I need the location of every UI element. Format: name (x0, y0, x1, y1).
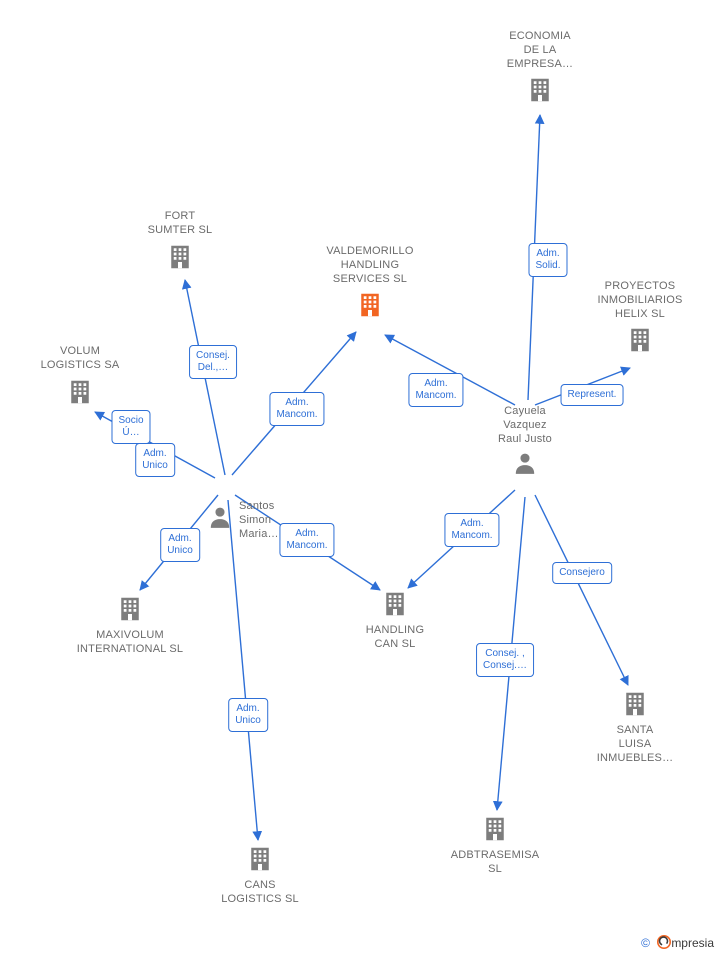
building-icon (625, 325, 655, 360)
node-label: CANSLOGISTICS SL (200, 879, 320, 907)
edge-label: Adm.Unico (135, 443, 175, 477)
building-icon (355, 290, 385, 325)
edge-label: Consej. ,Consej.… (476, 643, 534, 677)
node-cayuela[interactable]: CayuelaVazquezRaul Justo (465, 405, 585, 481)
edge-line (528, 115, 540, 400)
building-icon (65, 377, 95, 412)
building-icon (525, 75, 555, 110)
copyright-symbol: © (641, 936, 650, 950)
node-label: HANDLINGCAN SL (335, 624, 455, 652)
building-icon (245, 844, 275, 879)
building-icon (115, 594, 145, 629)
building-icon (165, 242, 195, 277)
building-icon (480, 814, 510, 849)
node-label: FORTSUMTER SL (120, 210, 240, 238)
brand-logo-icon (657, 935, 671, 949)
node-maxivolum[interactable]: MAXIVOLUMINTERNATIONAL SL (70, 590, 190, 657)
node-label: ADBTRASEMISASL (435, 849, 555, 877)
edge-label: Consejero (552, 562, 612, 584)
edge-line (232, 332, 356, 475)
edge-label: Adm.Mancom. (408, 373, 463, 407)
edge-line (185, 280, 225, 475)
edge-line (228, 500, 258, 840)
node-handling[interactable]: HANDLINGCAN SL (335, 585, 455, 652)
node-santos[interactable]: SantosSimonMaria… (207, 500, 367, 541)
edge-label: Adm.Solid. (528, 243, 567, 277)
node-fort[interactable]: FORTSUMTER SL (120, 210, 240, 277)
person-icon (207, 504, 233, 535)
building-icon (380, 589, 410, 624)
node-label: SANTALUISAINMUEBLES… (575, 724, 695, 765)
edges-layer (0, 0, 728, 960)
edge-label: Adm.Mancom. (444, 513, 499, 547)
building-icon (620, 689, 650, 724)
node-label: PROYECTOSINMOBILIARIOSHELIX SL (580, 280, 700, 321)
diagram-canvas: ECONOMIADE LAEMPRESA… FORTSUMTER SL VALD… (0, 0, 728, 960)
node-label: ECONOMIADE LAEMPRESA… (480, 30, 600, 71)
brand-text: mpresia (671, 936, 714, 950)
node-economia[interactable]: ECONOMIADE LAEMPRESA… (480, 30, 600, 110)
node-cans[interactable]: CANSLOGISTICS SL (200, 840, 320, 907)
edge-label: Represent. (561, 384, 624, 406)
node-valdemorillo[interactable]: VALDEMORILLOHANDLINGSERVICES SL (310, 245, 430, 325)
person-icon (512, 450, 538, 481)
copyright: © mpresia (641, 935, 714, 950)
edge-line (408, 490, 515, 588)
edge-line (385, 335, 515, 405)
edge-line (535, 368, 630, 405)
edge-label: Adm.Unico (228, 698, 268, 732)
node-label: VOLUMLOGISTICS SA (20, 345, 140, 373)
node-label: VALDEMORILLOHANDLINGSERVICES SL (310, 245, 430, 286)
node-label: SantosSimonMaria… (239, 500, 279, 541)
node-label: MAXIVOLUMINTERNATIONAL SL (70, 629, 190, 657)
node-volum[interactable]: VOLUMLOGISTICS SA (20, 345, 140, 412)
edge-label: Adm.Unico (160, 528, 200, 562)
edge-label: Consej.Del.,… (189, 345, 237, 379)
node-santaluisa[interactable]: SANTALUISAINMUEBLES… (575, 685, 695, 765)
edge-line (95, 412, 215, 478)
node-proyectos[interactable]: PROYECTOSINMOBILIARIOSHELIX SL (580, 280, 700, 360)
node-adbtrasemisa[interactable]: ADBTRASEMISASL (435, 810, 555, 877)
edge-label: SocioÚ… (111, 410, 150, 444)
edge-label: Adm.Mancom. (269, 392, 324, 426)
node-label: CayuelaVazquezRaul Justo (465, 405, 585, 446)
edge-line (497, 497, 525, 810)
edge-line (535, 495, 628, 685)
